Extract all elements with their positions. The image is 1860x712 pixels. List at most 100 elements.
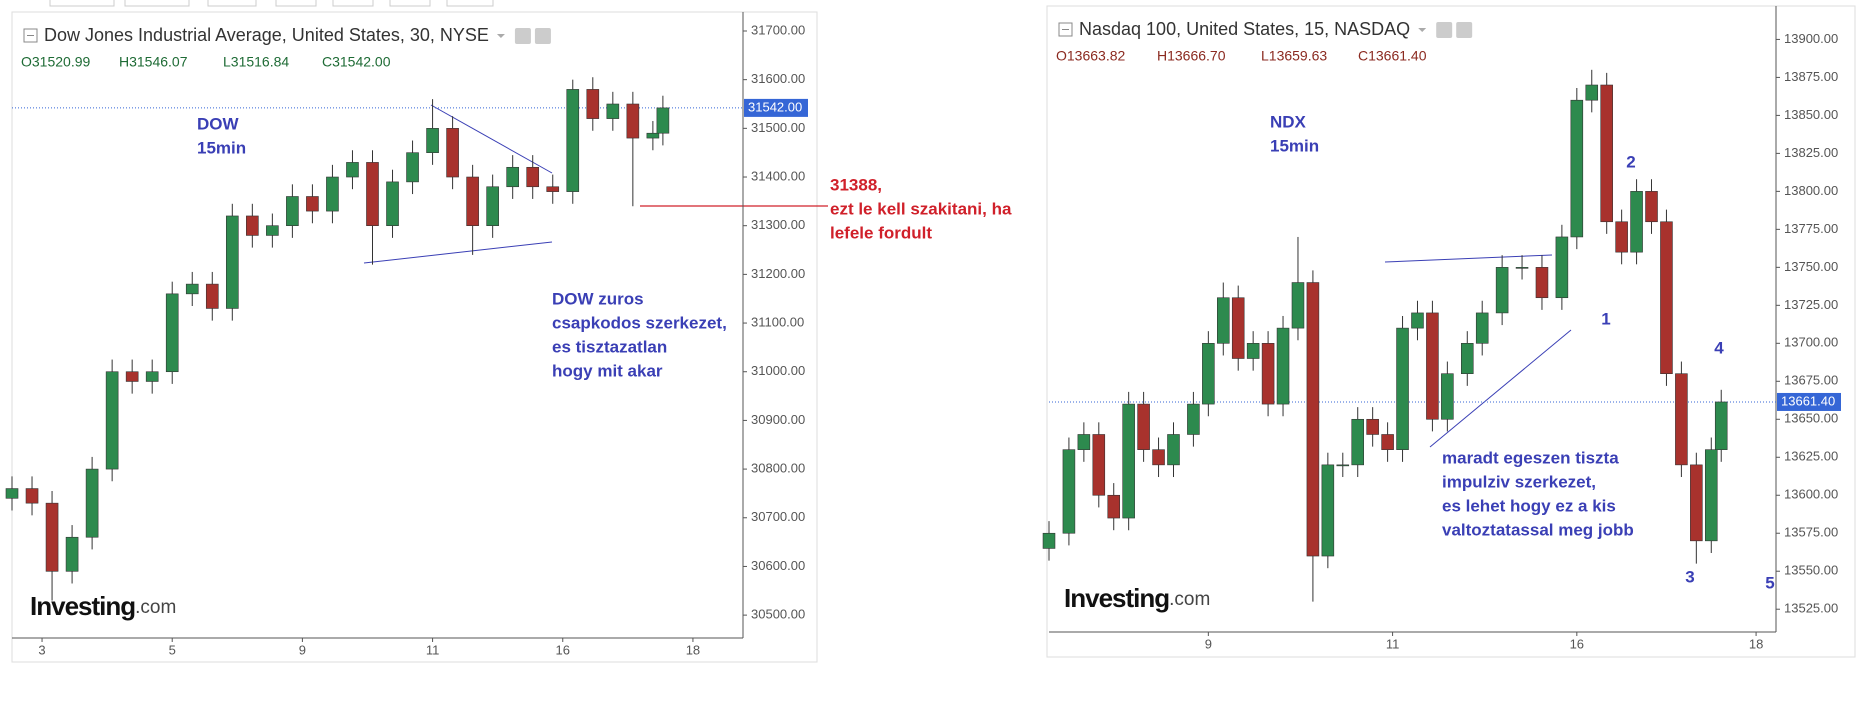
last-price-label: 13661.40 bbox=[1781, 393, 1835, 408]
candle-body bbox=[1570, 99, 1584, 238]
annotation: csapkodos szerkezet, bbox=[552, 313, 727, 332]
candle-body bbox=[165, 293, 179, 373]
candle-body bbox=[526, 166, 540, 188]
trend-line bbox=[430, 104, 553, 174]
y-tick-label: 30900.00 bbox=[751, 412, 805, 427]
y-tick-label: 30500.00 bbox=[751, 607, 805, 622]
top-tabs bbox=[49, 0, 494, 7]
candle-body bbox=[1187, 403, 1200, 435]
logo-suffix: .com bbox=[135, 597, 176, 618]
candle-body bbox=[566, 89, 580, 192]
y-tick-label: 31700.00 bbox=[751, 22, 805, 37]
tab[interactable] bbox=[275, 0, 317, 7]
y-tick-label: 13850.00 bbox=[1784, 107, 1838, 122]
last-price-tag bbox=[744, 98, 808, 117]
candle-body bbox=[346, 162, 359, 178]
y-tick-label: 13550.00 bbox=[1784, 563, 1838, 578]
annotation: ezt le kell szakitani, ha bbox=[830, 199, 1012, 218]
candle-body bbox=[1291, 282, 1305, 329]
candle-body bbox=[646, 132, 660, 139]
y-tick-label: 13825.00 bbox=[1784, 145, 1838, 160]
ohlc-value: H13666.70 bbox=[1157, 48, 1226, 64]
wave-label: 5 bbox=[1765, 573, 1774, 592]
collapse-icon bbox=[23, 28, 38, 43]
candle-body bbox=[25, 488, 39, 504]
trend-line bbox=[1384, 254, 1553, 263]
wave-label: 4 bbox=[1714, 338, 1724, 357]
candle-body bbox=[1231, 297, 1245, 359]
candle-body bbox=[1704, 449, 1718, 542]
y-tick-label: 13575.00 bbox=[1784, 525, 1838, 540]
candle-body bbox=[1555, 236, 1569, 299]
candle-body bbox=[1122, 403, 1135, 519]
tab[interactable] bbox=[124, 0, 190, 7]
candle-body bbox=[105, 371, 119, 470]
candle-body bbox=[1585, 84, 1599, 101]
x-tick-label: 16 bbox=[556, 642, 570, 657]
wave-label: 3 bbox=[1685, 567, 1694, 586]
right-panel bbox=[1046, 5, 1856, 658]
ohlc-value: C31542.00 bbox=[322, 54, 391, 70]
y-tick-label: 13750.00 bbox=[1784, 259, 1838, 274]
candle-body bbox=[1321, 464, 1335, 557]
y-tick-label: 13800.00 bbox=[1784, 183, 1838, 198]
candle-body bbox=[1381, 434, 1394, 450]
candle-body bbox=[1690, 464, 1703, 542]
tab[interactable] bbox=[332, 0, 374, 7]
tab[interactable] bbox=[446, 0, 494, 7]
ohlc-value: O13663.82 bbox=[1056, 48, 1125, 64]
candle-body bbox=[1077, 434, 1091, 450]
candle-body bbox=[1261, 343, 1275, 405]
tab[interactable] bbox=[389, 0, 431, 7]
candle-body bbox=[1515, 267, 1529, 269]
candle-body bbox=[626, 103, 640, 139]
candle-body bbox=[326, 176, 339, 212]
chart-icon[interactable] bbox=[514, 28, 531, 44]
y-tick-label: 31000.00 bbox=[751, 363, 805, 378]
trend-line bbox=[1429, 329, 1572, 448]
annotation: NDX bbox=[1270, 112, 1307, 131]
candle-body bbox=[406, 152, 419, 183]
candle-body bbox=[1396, 327, 1409, 450]
y-tick-label: 13775.00 bbox=[1784, 221, 1838, 236]
candle-body bbox=[1600, 84, 1613, 223]
logo-suffix: .com bbox=[1169, 589, 1210, 610]
tab[interactable] bbox=[207, 0, 257, 7]
y-tick-label: 31100.00 bbox=[751, 314, 804, 329]
tab[interactable] bbox=[49, 0, 115, 7]
x-tick-label: 18 bbox=[1749, 636, 1763, 651]
candle-body bbox=[286, 196, 299, 226]
chart-icon[interactable] bbox=[1436, 22, 1453, 38]
annotation: es tisztazatlan bbox=[552, 337, 667, 356]
candle-body bbox=[486, 186, 499, 226]
logo-main: Investing bbox=[1064, 583, 1169, 613]
candle-body bbox=[1441, 373, 1454, 420]
dropdown-arrow[interactable] bbox=[496, 34, 505, 38]
candle-body bbox=[656, 107, 670, 134]
left-panel bbox=[11, 11, 818, 663]
candle-body bbox=[1217, 297, 1230, 344]
candle-body bbox=[266, 225, 279, 236]
x-tick-label: 9 bbox=[1205, 636, 1212, 651]
y-tick-label: 31400.00 bbox=[751, 168, 805, 183]
candle-body bbox=[446, 128, 459, 178]
candle-body bbox=[1475, 312, 1489, 344]
candle-body bbox=[1042, 532, 1056, 549]
settings-icon[interactable] bbox=[1456, 22, 1473, 38]
candle-body bbox=[386, 181, 399, 226]
candle-body bbox=[426, 128, 439, 153]
annotation: maradt egeszen tiszta bbox=[1442, 448, 1619, 467]
settings-icon[interactable] bbox=[534, 28, 551, 44]
candle-body bbox=[546, 186, 560, 192]
x-tick-label: 3 bbox=[38, 642, 45, 657]
x-tick-label: 5 bbox=[169, 642, 176, 657]
candle-body bbox=[1246, 343, 1260, 359]
y-tick-label: 31600.00 bbox=[751, 71, 805, 86]
candle-body bbox=[1411, 312, 1424, 329]
y-tick-label: 31200.00 bbox=[751, 266, 805, 281]
dropdown-arrow[interactable] bbox=[1418, 28, 1427, 32]
ohlc-value: L13659.63 bbox=[1261, 48, 1327, 64]
y-tick-label: 30700.00 bbox=[751, 509, 805, 524]
annotation: DOW zuros bbox=[552, 289, 644, 308]
collapse-icon bbox=[1058, 22, 1073, 37]
